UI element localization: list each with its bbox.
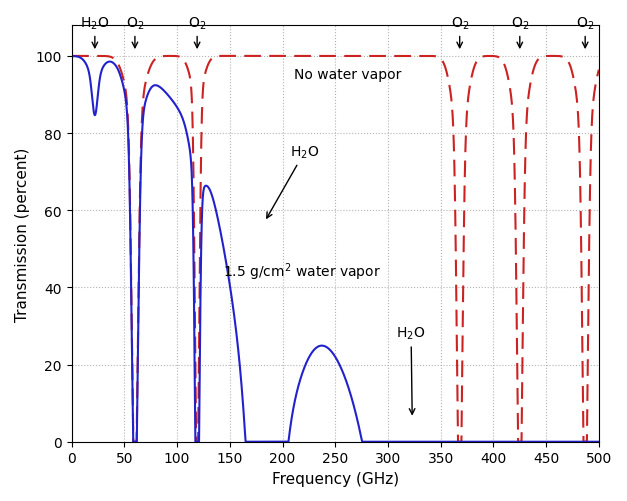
Y-axis label: Transmission (percent): Transmission (percent) (15, 147, 30, 321)
Text: H$_2$O: H$_2$O (80, 16, 110, 49)
Text: 1.5 g/cm$^2$ water vapor: 1.5 g/cm$^2$ water vapor (223, 261, 381, 283)
Text: O$_2$: O$_2$ (510, 16, 529, 49)
Text: No water vapor: No water vapor (294, 68, 402, 82)
Text: O$_2$: O$_2$ (126, 16, 144, 49)
Text: O$_2$: O$_2$ (576, 16, 594, 49)
Text: H$_2$O: H$_2$O (266, 144, 319, 218)
Text: O$_2$: O$_2$ (451, 16, 469, 49)
Text: O$_2$: O$_2$ (188, 16, 206, 49)
X-axis label: Frequency (GHz): Frequency (GHz) (271, 471, 399, 486)
Text: H$_2$O: H$_2$O (396, 325, 426, 414)
